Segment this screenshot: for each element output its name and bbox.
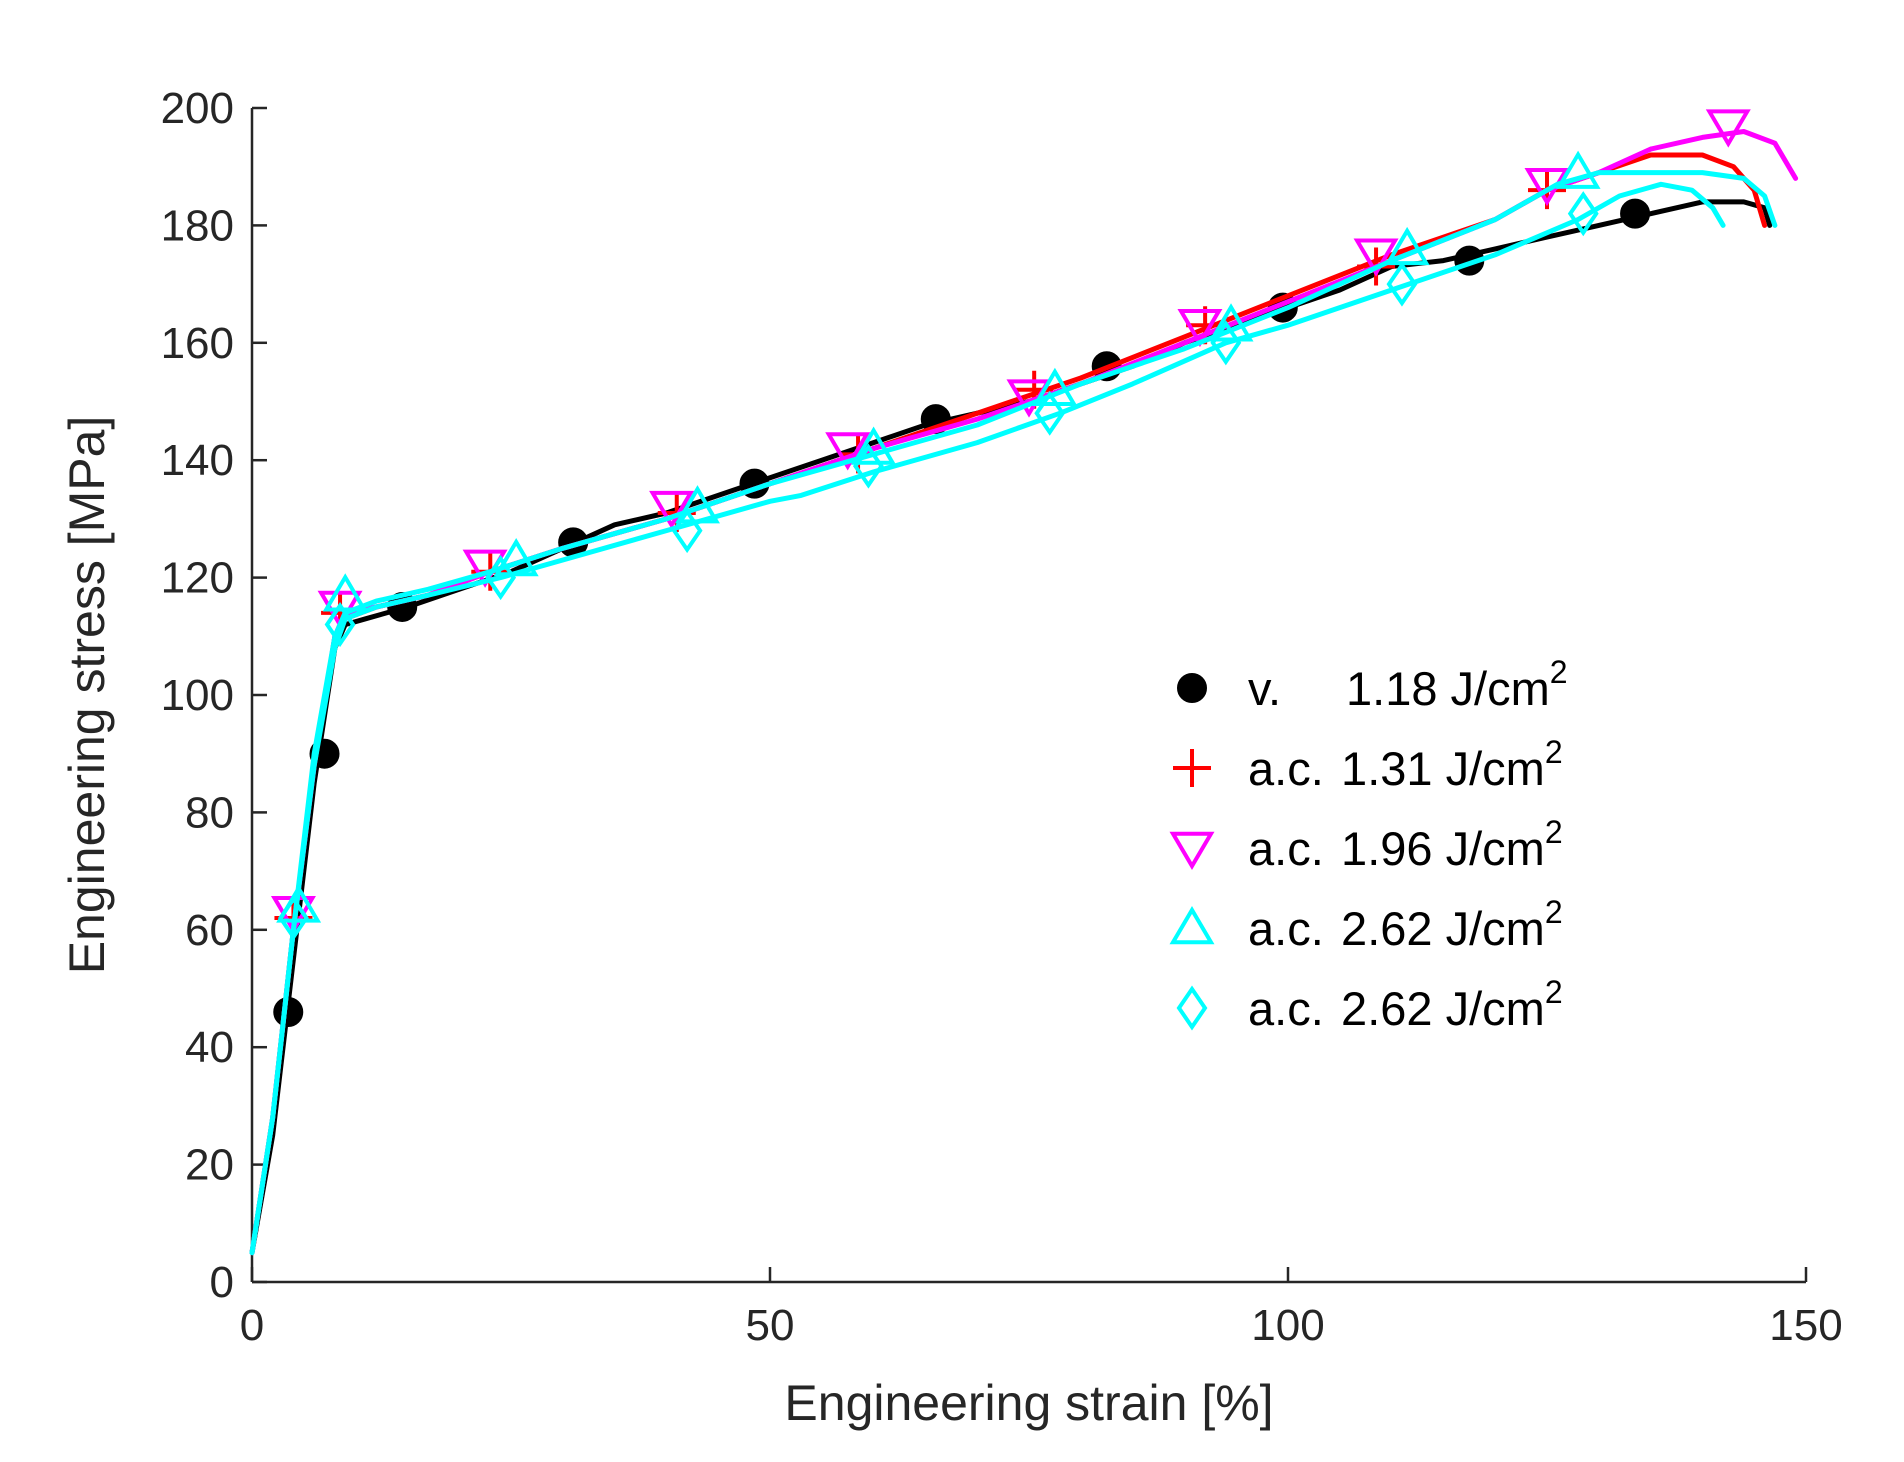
- legend-marker: [1173, 749, 1211, 787]
- data-point: [273, 996, 304, 1027]
- legend-label: v. 1.18 J/cm2: [1248, 654, 1568, 715]
- legend-label: a.c. 1.96 J/cm2: [1248, 814, 1563, 875]
- y-tick-label: 0: [210, 1258, 234, 1307]
- series-1: [249, 198, 1773, 1256]
- y-tick-label: 160: [161, 319, 234, 368]
- y-tick-label: 200: [161, 84, 234, 133]
- legend-value: 1.96 J/cm: [1328, 822, 1545, 875]
- legend-name: v.: [1248, 662, 1281, 715]
- legend-item: v. 1.18 J/cm2: [1177, 654, 1568, 715]
- y-tick-label: 20: [185, 1141, 234, 1190]
- series-line: [249, 181, 1726, 1256]
- y-tick-label: 180: [161, 201, 234, 250]
- legend-superscript: 2: [1545, 814, 1563, 850]
- legend-value: 1.31 J/cm: [1328, 742, 1545, 795]
- y-tick-label: 80: [185, 788, 234, 837]
- data-point: [324, 602, 356, 648]
- data-point: [1620, 198, 1651, 229]
- legend-value: 2.62 J/cm: [1328, 902, 1545, 955]
- y-tick-label: 100: [161, 671, 234, 720]
- x-tick-label: 100: [1251, 1301, 1324, 1350]
- data-point: [485, 555, 517, 601]
- data-point: [1177, 308, 1223, 348]
- y-tick-label: 60: [185, 906, 234, 955]
- legend-name: a.c.: [1248, 822, 1324, 875]
- x-tick-label: 50: [746, 1301, 795, 1350]
- series-line: [249, 129, 1799, 1256]
- legend-name: a.c.: [1248, 742, 1324, 795]
- ticks: 0 50 100 150 0 20 40 60 80 100 120 140 160 180 200: [161, 84, 1843, 1350]
- legend-label: a.c. 1.31 J/cm2: [1248, 734, 1563, 795]
- data-point: [1353, 238, 1399, 277]
- legend-label: a.c. 2.62 J/cm2: [1248, 894, 1563, 955]
- legend-marker: [1169, 831, 1215, 870]
- data-point: [649, 490, 695, 530]
- data-point: [1034, 390, 1066, 436]
- legend-superscript: 2: [1545, 974, 1563, 1010]
- data-point: [825, 432, 871, 471]
- legend-marker: [1176, 985, 1208, 1031]
- y-tick-label: 120: [161, 554, 234, 603]
- x-axis-title: Engineering strain [%]: [784, 1375, 1273, 1431]
- series-line: [249, 199, 1773, 1256]
- legend-item: a.c. 1.31 J/cm2: [1173, 734, 1563, 795]
- legend-value: 1.18 J/cm: [1346, 662, 1550, 715]
- series-line: [249, 170, 1778, 1256]
- axes: [250, 108, 1806, 1284]
- y-axis-title: Engineering stress [MPa]: [59, 416, 115, 975]
- y-tick-label: 140: [161, 436, 234, 485]
- legend-superscript: 2: [1545, 894, 1563, 930]
- y-tick-label: 40: [185, 1023, 234, 1072]
- legend-name: a.c.: [1248, 982, 1324, 1035]
- data-point: [1210, 320, 1242, 366]
- data-point: [1386, 261, 1418, 307]
- data-point: [671, 508, 703, 554]
- series-5: [249, 181, 1726, 1256]
- legend-superscript: 2: [1550, 654, 1568, 690]
- data-point: [1705, 109, 1751, 148]
- legend-marker: [1177, 673, 1207, 703]
- x-tick-label: 150: [1769, 1301, 1842, 1350]
- legend-item: a.c. 2.62 J/cm2: [1169, 894, 1563, 955]
- data-point: [1567, 191, 1599, 237]
- legend-label: a.c. 2.62 J/cm2: [1248, 974, 1563, 1035]
- legend-superscript: 2: [1545, 734, 1563, 770]
- series: [249, 109, 1799, 1256]
- data-point: [1384, 226, 1430, 266]
- legend-item: a.c. 2.62 J/cm2: [1176, 974, 1563, 1035]
- data-point: [852, 443, 884, 489]
- x-tick-label: 0: [240, 1301, 264, 1350]
- data-point: [278, 895, 309, 941]
- legend-name: a.c.: [1248, 902, 1324, 955]
- data-point: [322, 573, 368, 612]
- legend-value: 2.62 J/cm: [1328, 982, 1545, 1035]
- data-point: [851, 426, 897, 465]
- data-point: [1555, 150, 1601, 189]
- legend-item: a.c. 1.96 J/cm2: [1169, 814, 1563, 875]
- legend-marker: [1169, 906, 1215, 945]
